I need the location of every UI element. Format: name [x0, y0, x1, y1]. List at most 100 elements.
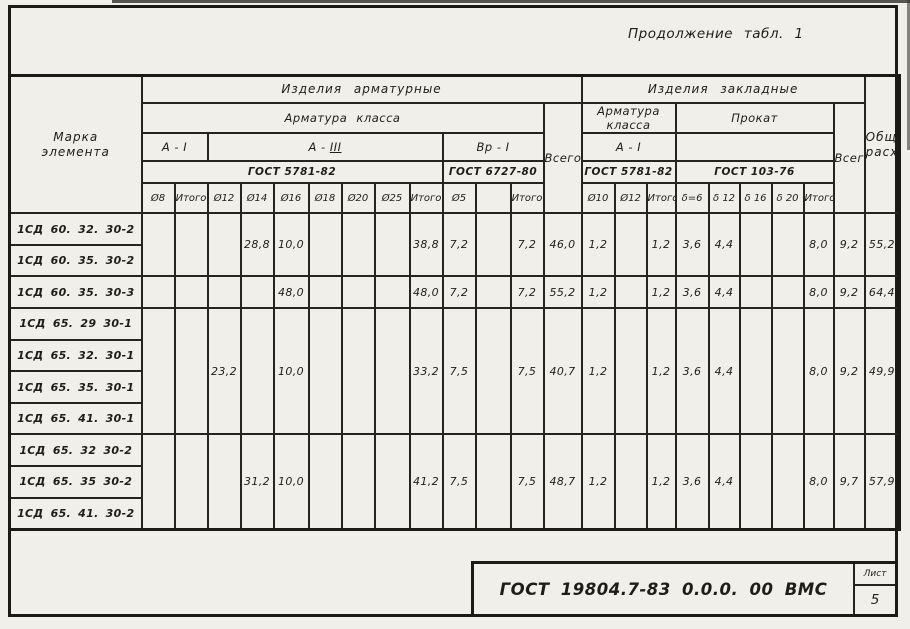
value-cell: 40,7 [542, 307, 583, 436]
value-cell [239, 275, 275, 310]
row-label: 1СД 65. 41. 30-1 [8, 401, 143, 436]
value-cell [738, 433, 773, 531]
scan-artifact [907, 0, 910, 150]
value-cell: 9,2 [832, 307, 866, 436]
row-label: 1СД 65. 41. 30-2 [8, 496, 143, 531]
value-cell: 8,0 [802, 212, 835, 278]
value-cell: 7,5 [441, 433, 477, 531]
empty-header-cell [674, 132, 835, 163]
value-cell: 28,8 [239, 212, 275, 278]
value-cell [474, 307, 512, 436]
spec-table: Марка элемента Изделия арматурные Издели… [8, 74, 902, 531]
value-cell: 3,6 [674, 275, 710, 310]
table-row: 1СД 65. 35 30-2 [8, 465, 900, 499]
col-header-d20: Ø20 [340, 182, 376, 215]
gost-6727-80: ГОСТ 6727-80 [441, 160, 545, 185]
col-header-t16: δ 16 [738, 182, 773, 215]
value-cell [173, 307, 209, 436]
col-header-d25: Ø25 [373, 182, 411, 215]
value-cell [613, 433, 648, 531]
value-cell [206, 212, 242, 278]
col-header-d5: Ø5 [441, 182, 477, 215]
col-header-d10: Ø10 [580, 182, 616, 215]
value-cell [340, 307, 376, 436]
value-cell [340, 212, 376, 278]
title-block: ГОСТ 19804.7-83 0.0.0. 00 ВМС Лист 5 [471, 561, 898, 617]
sheet-box: Лист 5 [855, 564, 895, 614]
value-cell: 8,0 [802, 275, 835, 310]
value-cell: 4,4 [707, 307, 741, 436]
value-cell [307, 433, 343, 531]
row-label: 1СД 65. 32. 30-1 [8, 338, 143, 373]
row-label: 1СД 60. 35. 30-3 [8, 275, 143, 310]
col-header-subtotal: Итого [509, 182, 545, 215]
value-cell: 64,4 [863, 275, 901, 310]
value-cell: 4,4 [707, 433, 741, 531]
table-row: 1СД 65. 41. 30-2 [8, 496, 900, 531]
value-cell: 8,0 [802, 307, 835, 436]
col-header-subtotal: Итого [408, 182, 444, 215]
table-row: 1СД 65. 29 30-1 23,2 10,0 33,2 7,5 7,5 4… [8, 307, 901, 436]
value-cell [613, 212, 648, 278]
value-cell [738, 275, 773, 310]
group-rolled-stock: Прокат [674, 101, 835, 135]
value-cell: 7,2 [441, 212, 477, 278]
value-cell: 31,2 [239, 433, 275, 531]
value-cell [173, 275, 209, 310]
value-cell [140, 275, 176, 310]
value-cell: 8,0 [802, 433, 835, 531]
value-cell [770, 212, 805, 278]
value-cell [770, 307, 805, 436]
value-cell [173, 212, 209, 278]
col-header-subtotal: Итого [173, 182, 209, 215]
col-header-t20: δ 20 [770, 182, 805, 215]
class-a3: А - III [206, 132, 444, 163]
row-label: 1СД 60. 32. 30-2 [8, 212, 143, 246]
gost-103-76: ГОСТ 103-76 [674, 160, 835, 185]
value-cell: 46,0 [542, 212, 583, 278]
value-cell: 10,0 [272, 307, 310, 436]
value-cell: 1,2 [645, 275, 677, 310]
row-label: 1СД 65. 35 30-2 [8, 465, 143, 499]
table-row: 1СД 60. 35. 30-3 48,0 48,0 7,2 7,2 55,2 … [8, 275, 901, 310]
value-cell [373, 212, 411, 278]
value-cell [140, 307, 176, 436]
value-cell: 57,9 [863, 433, 901, 531]
value-cell [140, 212, 176, 278]
value-cell [140, 433, 176, 531]
row-label: 1СД 65. 35. 30-1 [8, 370, 143, 404]
sheet-number: 5 [870, 592, 880, 608]
continuation-label: Продолжение табл. 1 [628, 26, 804, 42]
col-header-d14: Ø14 [239, 182, 275, 215]
col-header-subtotal: Итого [802, 182, 835, 215]
gost-5781-82-reinforcement: ГОСТ 5781-82 [140, 160, 444, 185]
scan-artifact [112, 0, 910, 3]
value-cell: 1,2 [580, 433, 616, 531]
value-cell [307, 275, 343, 310]
col-header-d18: Ø18 [307, 182, 343, 215]
value-cell [738, 212, 773, 278]
value-cell: 1,2 [580, 212, 616, 278]
value-cell: 7,2 [509, 212, 545, 278]
value-cell: 7,2 [509, 275, 545, 310]
table-row: 1СД 65. 32 30-2 31,2 10,0 41,2 7,5 7,5 4… [8, 433, 901, 531]
value-cell: 3,6 [674, 307, 710, 436]
value-cell: 7,2 [441, 275, 477, 310]
value-cell [173, 433, 209, 531]
value-cell: 1,2 [645, 212, 677, 278]
col-header-grand-total: Общий расход [863, 74, 901, 215]
value-cell: 23,2 [206, 307, 242, 436]
value-cell: 7,5 [441, 307, 477, 436]
value-cell: 10,0 [272, 212, 310, 278]
class-vr1: Вр - I [441, 132, 545, 163]
value-cell [340, 275, 376, 310]
value-cell [307, 307, 343, 436]
value-cell [474, 275, 512, 310]
col-header-t12: δ 12 [707, 182, 741, 215]
sheet-label: Лист [855, 564, 895, 586]
value-cell: 41,2 [408, 433, 444, 531]
value-cell: 1,2 [580, 307, 616, 436]
group-reinforcement-class: Арматура класса [140, 101, 545, 135]
value-cell: 9,2 [832, 212, 866, 278]
